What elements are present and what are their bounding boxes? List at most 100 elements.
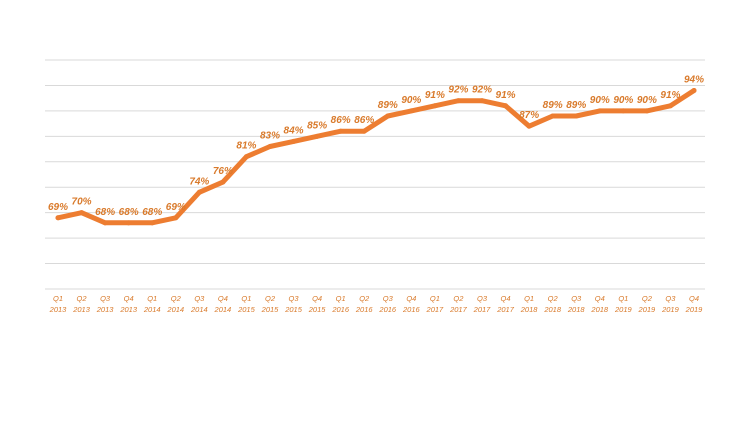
x-tick-label: Q3 2018 [567, 294, 586, 314]
data-label: 91% [425, 90, 445, 101]
data-point [126, 220, 132, 226]
data-label: 90% [401, 95, 421, 106]
x-tick-label: Q2 2017 [449, 294, 468, 314]
x-tick-year: 2019 [661, 305, 680, 314]
data-label: 84% [284, 125, 304, 136]
x-tick-year: 2017 [449, 305, 468, 314]
data-point [479, 98, 485, 104]
x-tick-label: Q4 2017 [496, 294, 515, 314]
x-tick-year: 2016 [355, 305, 374, 314]
series-line-layer [55, 88, 697, 226]
x-tick-quarter: Q2 [265, 294, 276, 303]
x-tick-year: 2018 [520, 305, 539, 314]
x-tick-year: 2017 [496, 305, 515, 314]
x-tick-year: 2015 [237, 305, 256, 314]
x-tick-year: 2014 [143, 305, 161, 314]
x-tick-label: Q2 2016 [355, 294, 374, 314]
data-label: 92% [448, 85, 468, 96]
data-point [597, 108, 603, 114]
x-tick-year: 2016 [331, 305, 350, 314]
x-tick-quarter: Q2 [171, 294, 182, 303]
series-line [55, 88, 697, 226]
x-tick-year: 2019 [638, 305, 657, 314]
x-tick-year: 2018 [567, 305, 586, 314]
data-label: 69% [166, 202, 186, 213]
data-label: 85% [307, 120, 327, 131]
data-label: 86% [331, 115, 351, 126]
x-tick-year: 2017 [473, 305, 492, 314]
data-point [102, 220, 108, 226]
x-tick-year: 2018 [590, 305, 609, 314]
x-tick-quarter: Q1 [618, 294, 628, 303]
x-tick-quarter: Q4 [406, 294, 416, 303]
data-point [432, 103, 438, 109]
x-tick-year: 2014 [214, 305, 232, 314]
gridlines [45, 59, 705, 290]
data-point [149, 220, 155, 226]
x-tick-year: 2016 [402, 305, 421, 314]
x-tick-label: Q2 2013 [72, 294, 91, 314]
data-point [573, 113, 579, 119]
data-point [667, 103, 673, 109]
x-tick-year: 2015 [261, 305, 280, 314]
x-tick-quarter: Q4 [218, 294, 228, 303]
x-tick-quarter: Q3 [571, 294, 582, 303]
x-tick-label: Q4 2013 [119, 294, 138, 314]
data-point [385, 113, 391, 119]
x-tick-quarter: Q2 [642, 294, 653, 303]
x-tick-quarter: Q3 [383, 294, 394, 303]
x-tick-year: 2018 [543, 305, 562, 314]
x-tick-year: 2015 [308, 305, 327, 314]
x-tick-label: Q2 2015 [261, 294, 280, 314]
x-tick-label: Q1 2015 [237, 294, 256, 314]
x-tick-year: 2019 [614, 305, 633, 314]
x-tick-quarter: Q4 [124, 294, 134, 303]
x-tick-year: 2015 [284, 305, 303, 314]
data-label: 91% [496, 90, 516, 101]
data-label: 70% [72, 197, 92, 208]
x-tick-year: 2014 [190, 305, 208, 314]
x-tick-year: 2013 [72, 305, 91, 314]
data-label: 91% [660, 90, 680, 101]
x-tick-quarter: Q1 [241, 294, 251, 303]
data-point [243, 154, 249, 160]
x-tick-label: Q2 2014 [166, 294, 184, 314]
x-tick-label: Q4 2018 [590, 294, 609, 314]
x-tick-label: Q1 2017 [426, 294, 445, 314]
x-tick-quarter: Q2 [453, 294, 464, 303]
x-tick-quarter: Q2 [359, 294, 370, 303]
data-label: 89% [543, 100, 563, 111]
data-label: 89% [378, 100, 398, 111]
data-label: 68% [95, 207, 115, 218]
data-point [173, 215, 179, 221]
data-label: 81% [236, 141, 256, 152]
data-label: 68% [119, 207, 139, 218]
data-label: 76% [213, 166, 233, 177]
x-tick-quarter: Q3 [194, 294, 205, 303]
data-label: 92% [472, 85, 492, 96]
x-tick-quarter: Q4 [689, 294, 699, 303]
x-tick-quarter: Q4 [595, 294, 605, 303]
x-tick-quarter: Q3 [100, 294, 111, 303]
data-point [620, 108, 626, 114]
x-tick-label: Q4 2019 [685, 294, 704, 314]
data-point [644, 108, 650, 114]
x-tick-quarter: Q1 [147, 294, 157, 303]
data-point [361, 128, 367, 134]
x-tick-year: 2013 [96, 305, 115, 314]
data-label: 90% [613, 95, 633, 106]
data-label: 69% [48, 202, 68, 213]
data-point [408, 108, 414, 114]
x-tick-label: Q3 2017 [473, 294, 492, 314]
x-tick-year: 2019 [685, 305, 704, 314]
x-tick-label: Q1 2014 [143, 294, 161, 314]
data-point [314, 133, 320, 139]
data-point [267, 144, 273, 150]
x-tick-quarter: Q1 [430, 294, 440, 303]
x-tick-quarter: Q2 [548, 294, 559, 303]
x-tick-quarter: Q3 [289, 294, 300, 303]
data-point [338, 128, 344, 134]
x-tick-year: 2013 [119, 305, 138, 314]
